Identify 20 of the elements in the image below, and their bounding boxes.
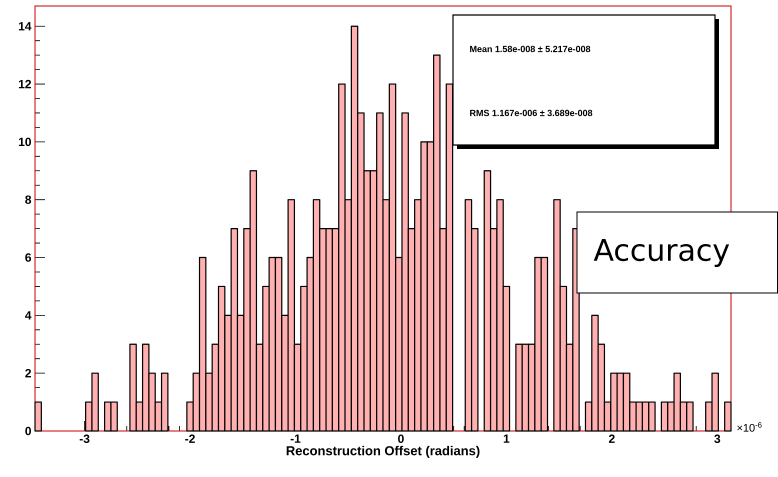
- x-tick-label: 0: [398, 434, 404, 443]
- x-tick-label: -1: [290, 434, 300, 443]
- annotation: RMS 1.167e-006 ± 3.689e-008: [470, 110, 592, 116]
- y-tick-label: 8: [25, 195, 32, 204]
- x-axis-title: Reconstruction Offset (radians): [286, 446, 480, 458]
- y-tick-label: 10: [18, 138, 31, 146]
- x-tick-label: 3: [714, 434, 720, 443]
- x-tick-label: 1: [504, 434, 510, 443]
- x-tick-label: -3: [80, 434, 90, 443]
- annotation: Accuracy: [594, 238, 730, 267]
- x-tick-label: 2: [608, 434, 615, 443]
- y-tick-label: 0: [25, 426, 31, 436]
- text: ×10$^{-6}$: [737, 422, 762, 432]
- y-tick-label: 4: [25, 311, 32, 320]
- y-tick-label: 6: [25, 253, 32, 262]
- y-tick-label: 2: [25, 368, 32, 378]
- annotation: Mean 1.58e-008 ± 5.217e-008: [470, 46, 590, 52]
- x-tick-label: -2: [185, 434, 195, 443]
- y-tick-label: 14: [18, 22, 32, 30]
- y-tick-label: 12: [18, 80, 32, 88]
